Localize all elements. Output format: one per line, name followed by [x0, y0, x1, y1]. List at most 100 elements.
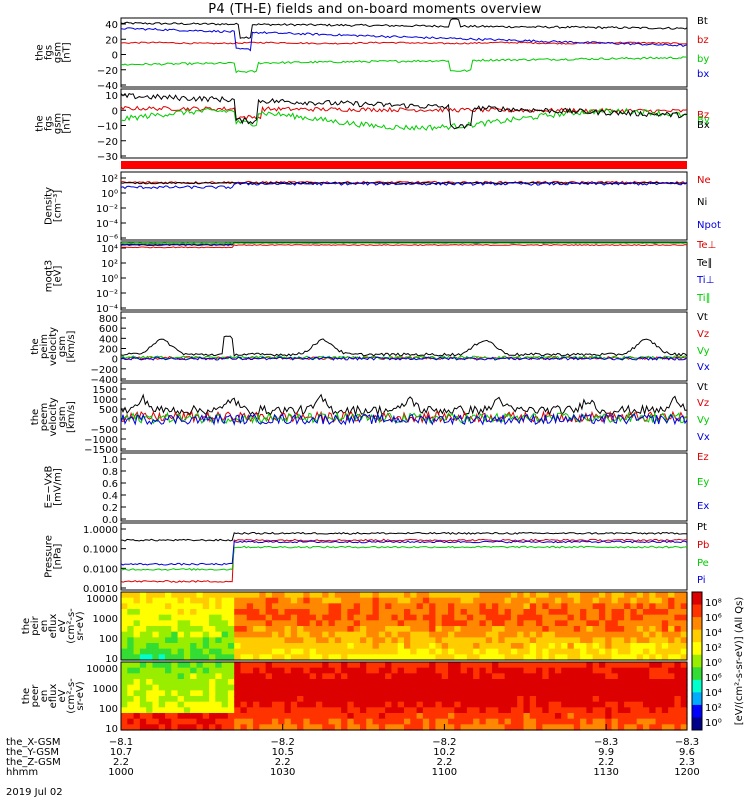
heatmap-cell [498, 631, 506, 638]
heatmap-cell [209, 707, 216, 714]
heatmap-cell [158, 592, 166, 599]
heatmap-cell [598, 696, 606, 703]
heatmap-cell [611, 718, 619, 725]
heatmap-cell [265, 648, 273, 655]
heatmap-cell [158, 603, 166, 610]
heatmap-cell [655, 609, 663, 616]
heatmap-cell [554, 637, 562, 644]
heatmap-cell [529, 696, 537, 703]
heatmap-cell [121, 662, 128, 669]
heatmap-cell [152, 603, 160, 610]
heatmap-cell [630, 667, 638, 674]
heatmap-cell [171, 654, 179, 661]
ytick-label: 0 [112, 51, 118, 62]
heatmap-cell [542, 654, 550, 661]
heatmap-cell [240, 609, 248, 616]
heatmap-cell [341, 654, 348, 661]
heatmap-cell [523, 713, 531, 720]
heatmap-cell [271, 626, 279, 633]
heatmap-cell [473, 643, 481, 650]
series-line-bz [120, 41, 688, 45]
legend-label-ti⊥: Ti⊥ [696, 275, 714, 286]
heatmap-cell [183, 631, 191, 638]
heatmap-cell [271, 696, 279, 703]
heatmap-cell [429, 718, 437, 725]
heatmap-cell [504, 626, 512, 633]
heatmap-cell [504, 592, 512, 599]
heatmap-cell [586, 673, 594, 680]
heatmap-cell [630, 626, 638, 633]
heatmap-cell [473, 614, 481, 621]
heatmap-cell [529, 620, 537, 627]
heatmap-cell [309, 597, 317, 604]
heatmap-cell [586, 679, 594, 686]
heatmap-cell [573, 696, 581, 703]
heatmap-cell [617, 662, 625, 669]
heatmap-cell [454, 614, 462, 621]
heatmap-cell [466, 707, 474, 714]
heatmap-cell [227, 631, 235, 638]
heatmap-cell [466, 667, 474, 674]
heatmap-cell [121, 597, 128, 604]
heatmap-cell [146, 637, 154, 644]
heatmap-cell [523, 654, 531, 661]
heatmap-cell [353, 597, 361, 604]
heatmap-cell [290, 673, 298, 680]
heatmap-cell [441, 696, 449, 703]
heatmap-cell [410, 614, 418, 621]
heatmap-cell [422, 654, 430, 661]
heatmap-cell [668, 690, 676, 697]
heatmap-cell [529, 592, 537, 599]
heatmap-cell [611, 707, 619, 714]
heatmap-cell [196, 648, 204, 655]
heatmap-cell [548, 662, 556, 669]
heatmap-cell [655, 592, 663, 599]
heatmap-cell [479, 673, 487, 680]
heatmap-cell [246, 609, 254, 616]
heatmap-cell [674, 626, 682, 633]
heatmap-cell [328, 713, 336, 720]
heatmap-cell [290, 713, 298, 720]
heatmap-cell [234, 718, 242, 725]
heatmap-cell [504, 620, 512, 627]
heatmap-cell [429, 679, 437, 686]
heatmap-cell [617, 592, 625, 599]
heatmap-cell [240, 614, 248, 621]
heatmap-cell [460, 679, 468, 686]
heatmap-cell [649, 609, 657, 616]
legend-label-npot: Npot [697, 220, 721, 231]
heatmap-cell [177, 701, 185, 708]
legend-label-pt: Pt [697, 522, 707, 533]
colorbar-tick: 10⁶ [705, 613, 722, 624]
heatmap-cell [221, 662, 229, 669]
heatmap-cell [554, 597, 562, 604]
heatmap-cell [158, 673, 166, 680]
heatmap-cell [573, 631, 581, 638]
heatmap-cell [227, 592, 235, 599]
legend-label-ez: Ez [697, 452, 709, 463]
heatmap-cell [227, 648, 235, 655]
heatmap-cell [630, 690, 638, 697]
heatmap-cell [221, 696, 229, 703]
heatmap-cell [385, 724, 393, 731]
heatmap-cell [498, 648, 506, 655]
heatmap-cell [466, 713, 474, 720]
heatmap-cell [510, 684, 518, 691]
heatmap-cell [133, 673, 141, 680]
heatmap-cell [630, 643, 638, 650]
heatmap-cell [158, 724, 166, 731]
heatmap-cell [183, 679, 191, 686]
heatmap-cell [674, 701, 682, 708]
ytick-label: 10⁻⁴ [96, 219, 118, 230]
heatmap-cell [460, 724, 468, 731]
heatmap-cell [121, 620, 128, 627]
heatmap-cell [366, 609, 374, 616]
xaxis-value: 1000 [108, 767, 133, 778]
heatmap-cell [240, 667, 248, 674]
legend-label-ne: Ne [697, 175, 711, 186]
heatmap-cell [504, 673, 512, 680]
ytick-label: 10² [101, 259, 118, 270]
heatmap-cell [529, 690, 537, 697]
heatmap-cell [209, 718, 216, 725]
xaxis-value: 1030 [270, 767, 295, 778]
